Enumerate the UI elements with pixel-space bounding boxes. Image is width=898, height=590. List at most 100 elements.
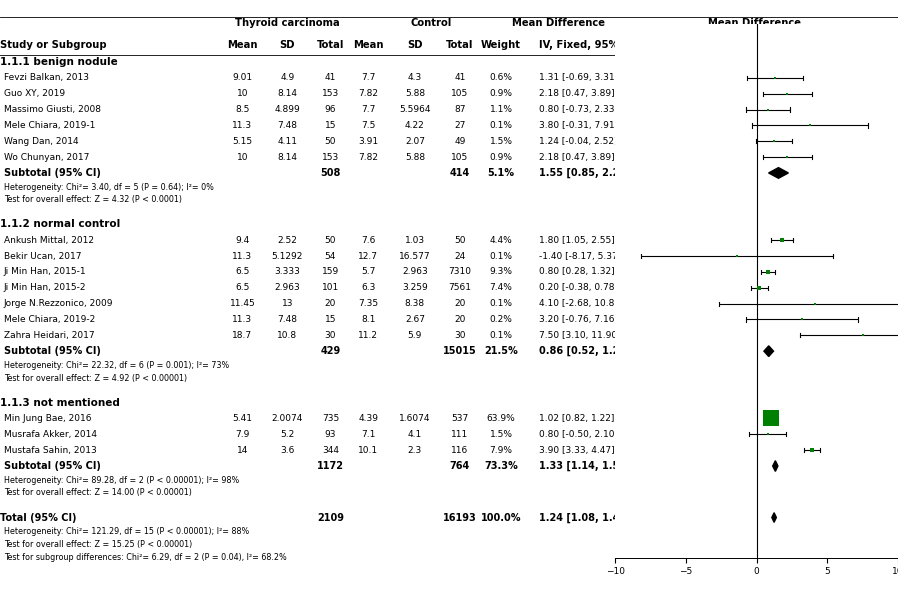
Text: Weight: Weight bbox=[481, 40, 521, 50]
Text: 5.9: 5.9 bbox=[408, 331, 422, 340]
Text: Ji Min Han, 2015-2: Ji Min Han, 2015-2 bbox=[4, 283, 86, 292]
Text: 41: 41 bbox=[325, 73, 336, 83]
Text: 537: 537 bbox=[451, 414, 469, 423]
Text: 153: 153 bbox=[321, 89, 339, 99]
Text: 7.1: 7.1 bbox=[361, 430, 375, 439]
Text: 5.2: 5.2 bbox=[280, 430, 295, 439]
Polygon shape bbox=[764, 346, 773, 356]
Text: 1.6074: 1.6074 bbox=[399, 414, 431, 423]
Text: 24: 24 bbox=[454, 251, 465, 261]
Text: Heterogeneity: Chi²= 22.32, df = 6 (P = 0.001); I²= 73%: Heterogeneity: Chi²= 22.32, df = 6 (P = … bbox=[4, 361, 229, 370]
Text: 2.07: 2.07 bbox=[405, 137, 425, 146]
Text: Mele Chiara, 2019-2: Mele Chiara, 2019-2 bbox=[4, 315, 95, 324]
Text: Bekir Ucan, 2017: Bekir Ucan, 2017 bbox=[4, 251, 81, 261]
Text: 3.90 [3.33, 4.47]: 3.90 [3.33, 4.47] bbox=[539, 445, 614, 455]
Text: 0.20 [-0.38, 0.78]: 0.20 [-0.38, 0.78] bbox=[539, 283, 618, 292]
Text: 1.1.2 normal control: 1.1.2 normal control bbox=[0, 219, 120, 230]
Text: 10: 10 bbox=[237, 89, 248, 99]
Text: 0.86 [0.52, 1.20]: 0.86 [0.52, 1.20] bbox=[539, 346, 630, 356]
Text: Jorge N.Rezzonico, 2009: Jorge N.Rezzonico, 2009 bbox=[4, 299, 113, 308]
Text: 7.82: 7.82 bbox=[358, 153, 378, 162]
Text: 414: 414 bbox=[450, 168, 470, 178]
Text: 0.1%: 0.1% bbox=[489, 251, 513, 261]
Text: 5.5964: 5.5964 bbox=[399, 105, 431, 114]
Text: 7.82: 7.82 bbox=[358, 89, 378, 99]
Text: 0.6%: 0.6% bbox=[489, 73, 513, 83]
Text: Musrafa Akker, 2014: Musrafa Akker, 2014 bbox=[4, 430, 97, 439]
Text: 0.9%: 0.9% bbox=[489, 153, 513, 162]
Text: 9.4: 9.4 bbox=[235, 236, 250, 245]
Text: 7.50 [3.10, 11.90]: 7.50 [3.10, 11.90] bbox=[539, 331, 621, 340]
Text: 1.5%: 1.5% bbox=[489, 430, 513, 439]
Text: 5.15: 5.15 bbox=[233, 137, 252, 146]
Text: 1172: 1172 bbox=[317, 461, 344, 471]
Text: Ji Min Han, 2015-1: Ji Min Han, 2015-1 bbox=[4, 267, 86, 277]
Text: 27: 27 bbox=[454, 121, 465, 130]
Text: 4.10 [-2.68, 10.88]: 4.10 [-2.68, 10.88] bbox=[539, 299, 623, 308]
Text: Heterogeneity: Chi²= 89.28, df = 2 (P < 0.00001); I²= 98%: Heterogeneity: Chi²= 89.28, df = 2 (P < … bbox=[4, 476, 239, 485]
Text: 9.01: 9.01 bbox=[233, 73, 252, 83]
Text: 7.4%: 7.4% bbox=[489, 283, 513, 292]
Text: 0.1%: 0.1% bbox=[489, 331, 513, 340]
Text: 49: 49 bbox=[454, 137, 465, 146]
Text: 73.3%: 73.3% bbox=[484, 461, 518, 471]
Text: Massimo Giusti, 2008: Massimo Giusti, 2008 bbox=[4, 105, 101, 114]
Text: 15: 15 bbox=[325, 121, 336, 130]
Text: 764: 764 bbox=[450, 461, 470, 471]
Text: IV, Fixed, 95% CI: IV, Fixed, 95% CI bbox=[708, 40, 801, 50]
Text: 1.1%: 1.1% bbox=[489, 105, 513, 114]
Text: 7.48: 7.48 bbox=[277, 121, 297, 130]
Text: 0.80 [-0.73, 2.33]: 0.80 [-0.73, 2.33] bbox=[539, 105, 618, 114]
Text: Wang Dan, 2014: Wang Dan, 2014 bbox=[4, 137, 78, 146]
Text: 20: 20 bbox=[454, 315, 465, 324]
Text: 12.7: 12.7 bbox=[358, 251, 378, 261]
Text: Control: Control bbox=[410, 18, 452, 28]
Text: 3.6: 3.6 bbox=[280, 445, 295, 455]
Text: 18.7: 18.7 bbox=[233, 331, 252, 340]
Text: 100.0%: 100.0% bbox=[480, 513, 522, 523]
Text: Min Jung Bae, 2016: Min Jung Bae, 2016 bbox=[4, 414, 91, 423]
Text: 7561: 7561 bbox=[448, 283, 471, 292]
Text: 7.5: 7.5 bbox=[361, 121, 375, 130]
Text: 50: 50 bbox=[325, 236, 336, 245]
Text: 101: 101 bbox=[321, 283, 339, 292]
Text: 1.24 [1.08, 1.40]: 1.24 [1.08, 1.40] bbox=[539, 512, 630, 523]
Text: 429: 429 bbox=[321, 346, 340, 356]
Text: 8.38: 8.38 bbox=[405, 299, 425, 308]
Text: 1.80 [1.05, 2.55]: 1.80 [1.05, 2.55] bbox=[539, 236, 614, 245]
Text: 21.5%: 21.5% bbox=[484, 346, 518, 356]
Text: 508: 508 bbox=[321, 168, 340, 178]
Text: SD: SD bbox=[279, 40, 295, 50]
Text: 2.52: 2.52 bbox=[277, 236, 297, 245]
Text: 2109: 2109 bbox=[317, 513, 344, 523]
Text: Mean Difference: Mean Difference bbox=[708, 18, 801, 28]
Text: 735: 735 bbox=[321, 414, 339, 423]
Text: 8.1: 8.1 bbox=[361, 315, 375, 324]
Text: Heterogeneity: Chi²= 3.40, df = 5 (P = 0.64); I²= 0%: Heterogeneity: Chi²= 3.40, df = 5 (P = 0… bbox=[4, 183, 214, 192]
Text: 111: 111 bbox=[451, 430, 469, 439]
Text: 41: 41 bbox=[454, 73, 465, 83]
Text: 5.41: 5.41 bbox=[233, 414, 252, 423]
Text: 153: 153 bbox=[321, 153, 339, 162]
Text: Mean: Mean bbox=[227, 40, 258, 50]
Text: 1.1.3 not mentioned: 1.1.3 not mentioned bbox=[0, 398, 119, 408]
Text: 7.9%: 7.9% bbox=[489, 445, 513, 455]
Text: 87: 87 bbox=[454, 105, 465, 114]
Text: 159: 159 bbox=[321, 267, 339, 277]
Text: 2.963: 2.963 bbox=[275, 283, 300, 292]
Text: 1.55 [0.85, 2.25]: 1.55 [0.85, 2.25] bbox=[539, 168, 630, 178]
Text: Subtotal (95% CI): Subtotal (95% CI) bbox=[4, 346, 101, 356]
Text: 63.9%: 63.9% bbox=[487, 414, 515, 423]
Text: 30: 30 bbox=[454, 331, 465, 340]
Text: 4.1: 4.1 bbox=[408, 430, 422, 439]
Text: Total (95% CI): Total (95% CI) bbox=[0, 513, 76, 523]
Text: 7310: 7310 bbox=[448, 267, 471, 277]
Text: 3.259: 3.259 bbox=[402, 283, 427, 292]
Text: 1.1.1 benign nodule: 1.1.1 benign nodule bbox=[0, 57, 118, 67]
Text: Total: Total bbox=[446, 40, 473, 50]
Text: 116: 116 bbox=[451, 445, 469, 455]
Text: 11.45: 11.45 bbox=[230, 299, 255, 308]
Text: 4.9: 4.9 bbox=[280, 73, 295, 83]
Text: 15015: 15015 bbox=[443, 346, 477, 356]
Text: 6.5: 6.5 bbox=[235, 267, 250, 277]
